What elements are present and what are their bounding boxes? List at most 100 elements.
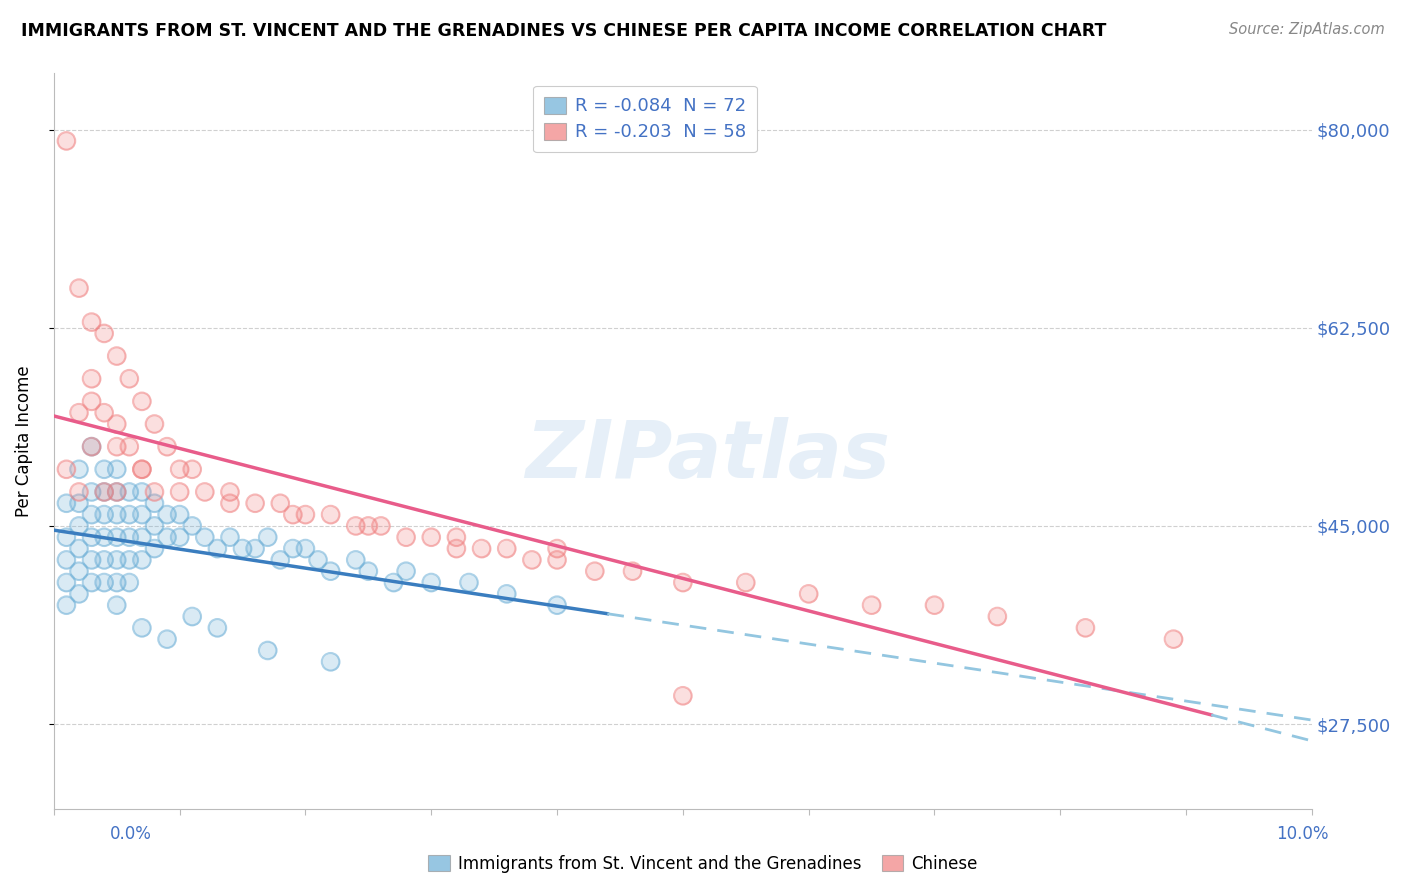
Point: [80, 485, 103, 500]
Point: [446, 530, 468, 544]
Point: [1074, 621, 1097, 635]
Point: [67, 496, 90, 510]
Point: [55, 575, 77, 590]
Point: [471, 541, 494, 556]
Point: [583, 564, 606, 578]
Point: [105, 508, 128, 522]
Point: [621, 564, 644, 578]
Point: [131, 462, 153, 476]
Point: [93, 326, 115, 341]
Point: [105, 598, 128, 612]
Point: [80, 394, 103, 409]
Point: [357, 519, 380, 533]
Point: [118, 575, 141, 590]
Point: [344, 519, 367, 533]
Point: [319, 564, 342, 578]
Point: [1163, 632, 1185, 647]
Point: [80, 530, 103, 544]
Point: [672, 689, 695, 703]
Point: [143, 496, 166, 510]
Point: [156, 632, 179, 647]
Point: [181, 609, 204, 624]
Point: [281, 508, 304, 522]
Point: [546, 541, 568, 556]
Point: [131, 485, 153, 500]
Point: [281, 541, 304, 556]
Legend: R = -0.084  N = 72, R = -0.203  N = 58: R = -0.084 N = 72, R = -0.203 N = 58: [533, 86, 756, 153]
Point: [55, 530, 77, 544]
Point: [118, 553, 141, 567]
Point: [143, 541, 166, 556]
Point: [67, 496, 90, 510]
Point: [131, 462, 153, 476]
Point: [294, 541, 316, 556]
Point: [395, 530, 418, 544]
Point: [80, 508, 103, 522]
Point: [131, 485, 153, 500]
Point: [93, 508, 115, 522]
Point: [55, 462, 77, 476]
Point: [55, 496, 77, 510]
Point: [194, 485, 217, 500]
Text: Source: ZipAtlas.com: Source: ZipAtlas.com: [1229, 22, 1385, 37]
Point: [734, 575, 756, 590]
Point: [80, 553, 103, 567]
Point: [344, 553, 367, 567]
Point: [169, 530, 191, 544]
Text: IMMIGRANTS FROM ST. VINCENT AND THE GRENADINES VS CHINESE PER CAPITA INCOME CORR: IMMIGRANTS FROM ST. VINCENT AND THE GREN…: [21, 22, 1107, 40]
Point: [156, 440, 179, 454]
Point: [344, 519, 367, 533]
Point: [93, 485, 115, 500]
Point: [105, 349, 128, 363]
Point: [105, 462, 128, 476]
Point: [105, 553, 128, 567]
Point: [143, 485, 166, 500]
Point: [207, 621, 229, 635]
Point: [80, 485, 103, 500]
Point: [169, 462, 191, 476]
Point: [118, 508, 141, 522]
Point: [797, 587, 820, 601]
Point: [382, 575, 405, 590]
Point: [181, 519, 204, 533]
Point: [67, 281, 90, 295]
Point: [67, 406, 90, 420]
Point: [495, 541, 517, 556]
Point: [67, 485, 90, 500]
Point: [55, 553, 77, 567]
Point: [118, 440, 141, 454]
Point: [131, 462, 153, 476]
Point: [319, 655, 342, 669]
Point: [93, 575, 115, 590]
Point: [672, 575, 695, 590]
Point: [232, 541, 254, 556]
Point: [357, 564, 380, 578]
Point: [80, 315, 103, 329]
Point: [395, 530, 418, 544]
Point: [194, 485, 217, 500]
Text: 0.0%: 0.0%: [110, 825, 152, 843]
Point: [143, 541, 166, 556]
Point: [105, 530, 128, 544]
Point: [67, 564, 90, 578]
Point: [420, 575, 443, 590]
Point: [269, 496, 291, 510]
Text: ZIPatlas: ZIPatlas: [526, 417, 890, 495]
Point: [55, 134, 77, 148]
Point: [93, 553, 115, 567]
Point: [169, 462, 191, 476]
Point: [55, 462, 77, 476]
Point: [672, 689, 695, 703]
Point: [55, 530, 77, 544]
Point: [797, 587, 820, 601]
Point: [93, 406, 115, 420]
Point: [118, 575, 141, 590]
Point: [105, 349, 128, 363]
Point: [370, 519, 392, 533]
Point: [80, 440, 103, 454]
Point: [256, 530, 278, 544]
Point: [194, 530, 217, 544]
Point: [80, 575, 103, 590]
Point: [219, 530, 242, 544]
Point: [131, 621, 153, 635]
